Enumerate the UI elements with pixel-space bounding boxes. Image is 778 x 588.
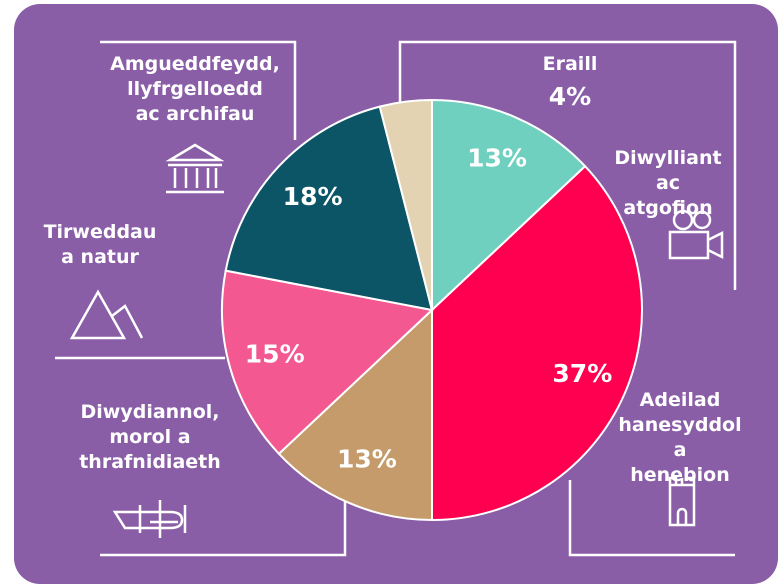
pie-slice (221, 269, 435, 456)
category-label: Eraill (542, 53, 598, 75)
category-label: Adeilad hanesyddol a henebion (618, 389, 742, 486)
category-label: Diwylliant ac atgofion (614, 147, 722, 219)
pie-slice (277, 307, 433, 522)
value-label: 13% (337, 444, 397, 473)
category-label: Diwydiannol, morol a thrafnidiaeth (79, 401, 221, 473)
category-label: Tirweddau a natur (43, 221, 157, 268)
pie-slice (378, 98, 433, 311)
value-label: 4% (549, 82, 591, 111)
category-label: Amgueddfeydd, llyfrgelloedd ac archifau (110, 53, 280, 125)
pie-slice (224, 105, 434, 312)
value-label: 15% (245, 340, 305, 369)
brackets (55, 40, 737, 557)
value-label: 13% (467, 144, 527, 173)
pie-slice (431, 164, 643, 522)
pie-slice (431, 98, 587, 313)
icons (69, 143, 724, 538)
value-label: 37% (552, 359, 612, 388)
value-label: 18% (283, 182, 343, 211)
